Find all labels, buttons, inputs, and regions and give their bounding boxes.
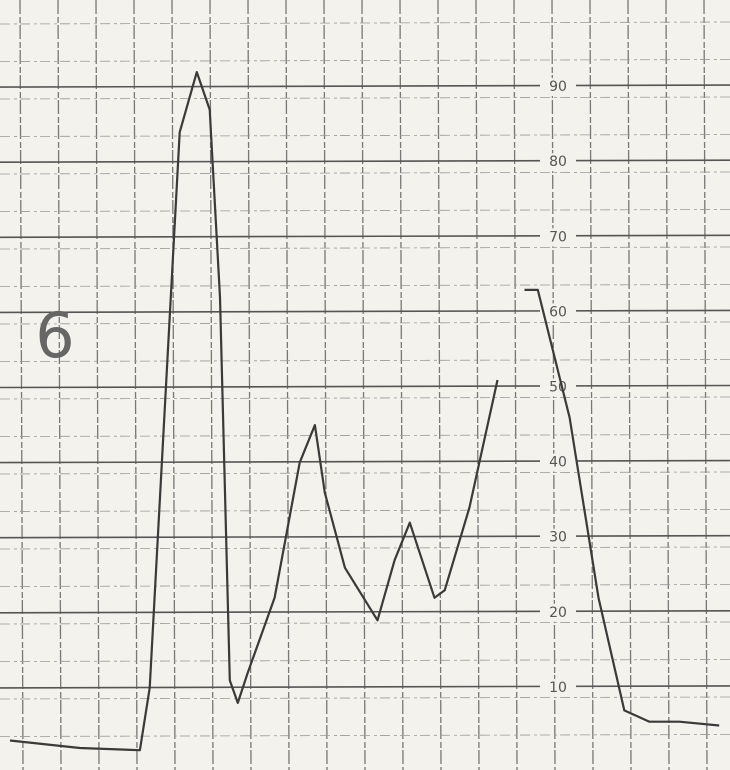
grid-line-minor (0, 134, 730, 137)
grid-line-vertical (133, 0, 138, 770)
trace (9, 71, 720, 752)
grid-line-vertical (361, 0, 366, 770)
grid-line (0, 159, 730, 163)
grid-line-vertical (323, 0, 328, 770)
grid-line-vertical (247, 0, 252, 770)
grid-line-vertical (19, 0, 24, 770)
tick-label-bg (540, 78, 576, 97)
grid-line (0, 234, 730, 239)
y-tick-label: 30 (549, 530, 567, 546)
grid-line-vertical (57, 0, 62, 770)
grid-line-vertical (95, 0, 100, 770)
grid-line-minor (0, 434, 730, 437)
grid-line-minor (0, 171, 730, 175)
grid-line-vertical (399, 0, 404, 770)
grid-line (0, 384, 730, 389)
annotation: 6 (35, 299, 74, 372)
grid-line-minor (0, 209, 730, 212)
grid-line-vertical (475, 0, 480, 770)
grid-line-minor (0, 659, 730, 662)
grid-line-minor (0, 621, 730, 625)
y-tick-label: 40 (549, 455, 567, 471)
tick-label-bg (540, 153, 576, 172)
y-tick-label: 10 (549, 680, 567, 696)
grid-line-minor (0, 509, 730, 512)
y-tick-label: 80 (549, 154, 567, 170)
grid-line (0, 84, 730, 88)
grid-line-minor (0, 246, 730, 250)
grid-line-minor (0, 471, 730, 475)
y-tick-label: 20 (549, 605, 567, 621)
tick-label-bg (540, 303, 576, 322)
grid-line-minor (0, 21, 730, 25)
grid-line-vertical (513, 0, 518, 770)
grid-line-minor (0, 584, 730, 587)
tick-label-bg (540, 453, 576, 472)
grid-line (0, 685, 730, 689)
grid-line-vertical (589, 0, 594, 770)
grid-line-minor (0, 321, 730, 325)
grid-line-minor (0, 734, 730, 737)
grid-line-minor (0, 359, 730, 362)
grid-line-vertical (171, 0, 176, 770)
grid-line-minor (0, 696, 730, 700)
y-tick-label: 90 (549, 79, 567, 95)
y-tick-label: 70 (549, 229, 567, 245)
grid-line (0, 459, 730, 464)
grid-line-minor (0, 396, 730, 400)
grid-line (0, 609, 730, 614)
grid-line (0, 309, 730, 314)
grid-line-minor (0, 546, 730, 550)
grid-line-minor (0, 59, 730, 62)
grid-line (0, 534, 730, 539)
tick-label-bg (540, 378, 576, 397)
grid-line-vertical (285, 0, 290, 770)
grid-line-vertical (437, 0, 442, 770)
tick-label-bg (540, 528, 576, 547)
grid-line-minor (0, 284, 730, 287)
tick-label-bg (540, 603, 576, 622)
y-tick-label: 60 (549, 304, 567, 320)
tick-label-bg (540, 678, 576, 697)
tick-label-bg (540, 228, 576, 247)
grid-line-minor (0, 96, 730, 100)
